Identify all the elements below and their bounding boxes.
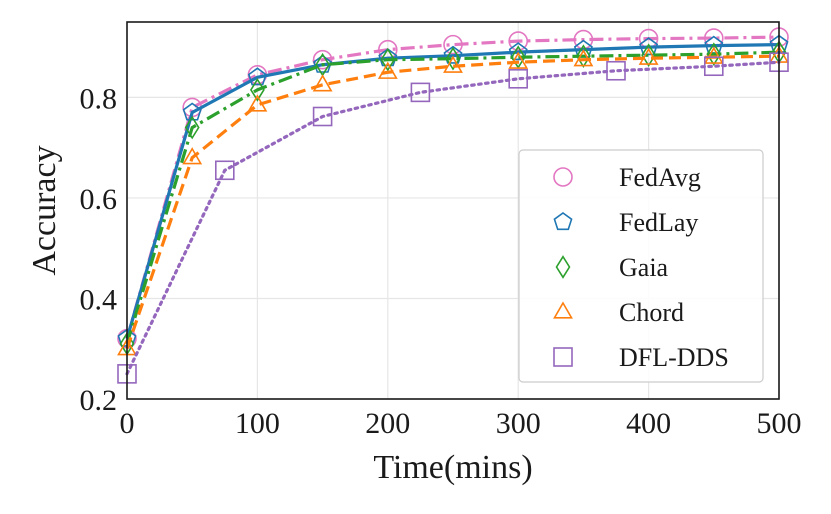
legend-label-dfl-dds: DFL-DDS — [619, 343, 729, 372]
legend-label-chord: Chord — [619, 298, 684, 327]
x-tick-label: 300 — [496, 407, 541, 440]
data-point-dfl-dds — [312, 106, 333, 127]
tick-labels: 0 100 200 300 400 500 0.2 0.4 0.6 0.8 — [80, 82, 802, 440]
legend-label-gaia: Gaia — [619, 253, 669, 282]
data-point-fedavg — [508, 31, 529, 51]
data-point-chord — [182, 147, 203, 165]
legend-label-fedlay: FedLay — [619, 208, 698, 237]
data-point-gaia — [249, 78, 265, 102]
x-tick-label: 500 — [757, 407, 802, 440]
series-chord — [117, 45, 789, 356]
data-point-chord — [312, 74, 333, 92]
data-point-gaia — [641, 43, 657, 68]
legend-marker-fedavg — [553, 167, 573, 187]
data-point-fedavg — [443, 34, 463, 55]
data-point-gaia — [184, 115, 200, 140]
legend: FedAvg FedLay Gaia Chord DFL-DDS — [518, 149, 764, 383]
data-point-dfl-dds — [215, 160, 235, 181]
legend-item-fedavg: FedAvg — [553, 163, 701, 192]
data-point-dfl-dds — [508, 69, 529, 89]
x-tick-label: 100 — [235, 407, 280, 440]
y-tick-label: 0.2 — [80, 384, 118, 417]
y-axis-label: Accuracy — [26, 145, 63, 275]
x-tick-label: 200 — [365, 407, 410, 440]
series-line-chord — [125, 54, 780, 350]
data-point-gaia — [575, 44, 591, 69]
y-tick-label: 0.4 — [80, 283, 118, 316]
data-point-dfl-dds — [703, 56, 724, 77]
series-group — [117, 27, 789, 384]
data-point-chord — [443, 55, 463, 73]
legend-marker-fedlay — [553, 212, 573, 231]
data-point-chord — [247, 94, 268, 112]
data-point-fedlay — [182, 102, 202, 121]
series-line-dfl-dds — [125, 60, 781, 376]
legend-item-dfl-dds: DFL-DDS — [553, 343, 729, 372]
legend-item-gaia: Gaia — [555, 253, 669, 282]
data-point-fedlay — [508, 42, 528, 61]
x-tick-label: 400 — [626, 407, 671, 440]
data-point-chord — [508, 51, 529, 69]
data-point-gaia — [706, 42, 722, 67]
data-point-fedlay — [313, 54, 333, 73]
data-point-gaia — [380, 47, 396, 72]
legend-marker-chord — [553, 301, 573, 319]
data-point-chord — [703, 46, 724, 64]
legend-marker-gaia — [555, 255, 571, 279]
data-point-fedlay — [443, 45, 463, 64]
data-point-chord — [377, 61, 398, 79]
legend-label-fedavg: FedAvg — [619, 163, 701, 192]
legend-item-fedlay: FedLay — [553, 208, 698, 237]
data-point-fedlay — [639, 37, 659, 56]
y-tick-label: 0.6 — [80, 183, 118, 216]
legend-item-chord: Chord — [553, 298, 684, 327]
data-point-fedavg — [312, 49, 333, 70]
x-axis-label: Time(mins) — [373, 449, 532, 486]
x-tick-label: 0 — [120, 407, 135, 440]
data-point-gaia — [445, 46, 461, 71]
data-point-chord — [573, 49, 594, 67]
data-point-fedlay — [378, 48, 398, 67]
series-line-gaia — [125, 50, 780, 345]
legend-box — [518, 149, 764, 383]
data-point-dfl-dds — [606, 60, 626, 81]
plot-frame — [126, 21, 780, 400]
legend-marker-dfl-dds — [553, 347, 573, 367]
data-point-chord — [638, 47, 659, 65]
y-tick-label: 0.8 — [80, 82, 118, 115]
data-point-fedlay — [247, 67, 267, 86]
data-point-dfl-dds — [410, 82, 431, 103]
